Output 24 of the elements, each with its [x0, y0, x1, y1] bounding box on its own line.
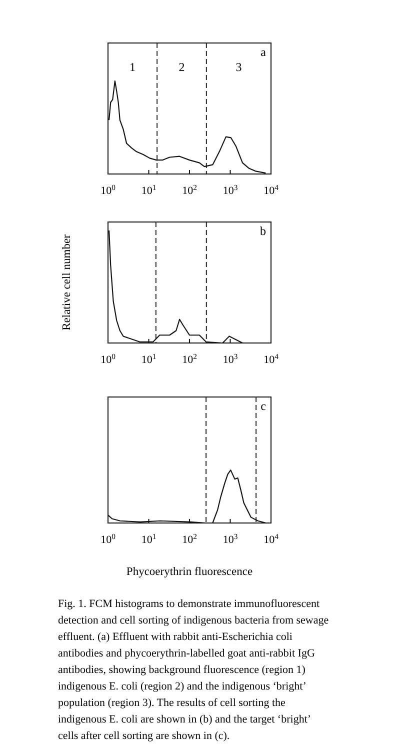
x-tick-label: 10$^{0}$ [100, 182, 116, 197]
x-tick-label: 10$^{3}$ [222, 352, 238, 366]
x-tick-label: 10$^{1}$ [141, 532, 156, 546]
x-tick-label: 10$^{2}$ [182, 352, 198, 366]
text: 2 [178, 60, 185, 74]
x-axis-title: Phycoerythrin fluorescence [126, 566, 253, 578]
x-tick-label: 10$^{3}$ [222, 532, 238, 546]
chart-title: c [260, 399, 266, 413]
x-tick-label: 10$^{2}$ [182, 182, 198, 197]
x-tick-label: 10$^{4}$ [264, 182, 279, 197]
x-tick-label: 10$^{0}$ [100, 532, 116, 546]
x-tick-label: 10$^{1}$ [141, 182, 156, 197]
x-tick-label: 10$^{0}$ [100, 352, 116, 366]
x-tick-label: 10$^{4}$ [264, 352, 279, 366]
text: 1 [130, 60, 136, 74]
text: Fig. 1. FCM histograms to demonstrate immunofluorescent detection and cell sorting of indigenous bacteria from sewage effluent. (a) Effluent with rabbit anti-Escherichia coli antibodies and phycoerythrin-labelled goat anti-rabbit IgG antibodies, showing background fluorescence (region 1) indigenous E. coli (region 2) and the indigenous ‘bright’ population (region 3). The results of cell sorting the indigenous E. coli are shown in (b) and the target ‘bright’ cells after cell sorting are shown in (c). [58, 598, 329, 742]
x-tick-label: 10$^{1}$ [141, 352, 156, 366]
x-tick-label: 10$^{4}$ [264, 532, 279, 546]
chart-title: b [260, 224, 266, 238]
x-tick-label: 10$^{3}$ [222, 182, 238, 197]
y-axis-title: Relative cell number [61, 234, 73, 330]
text: 3 [236, 60, 242, 74]
chart-title: a [260, 45, 267, 59]
x-tick-label: 10$^{2}$ [182, 532, 198, 546]
